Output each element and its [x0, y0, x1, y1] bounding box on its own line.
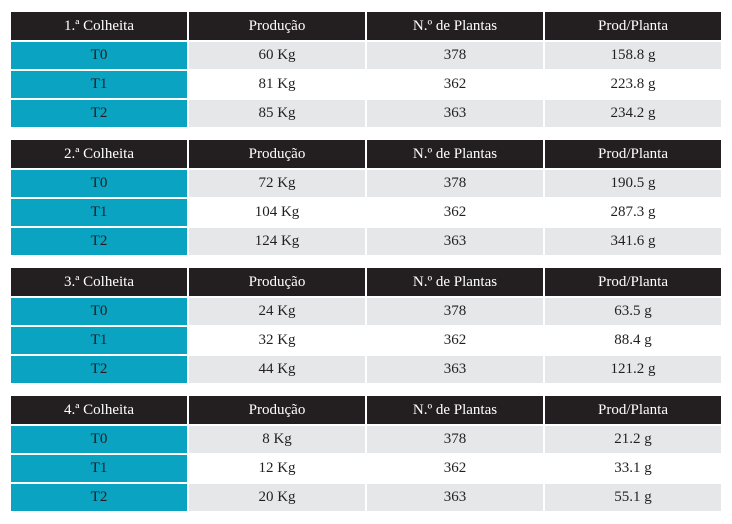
row-label: T0 [11, 298, 187, 325]
data-cell: 363 [367, 228, 543, 255]
data-cell: 341.6 g [545, 228, 721, 255]
data-cell: 55.1 g [545, 484, 721, 511]
row-label: T1 [11, 327, 187, 354]
data-cell: 223.8 g [545, 71, 721, 98]
data-cell: 121.2 g [545, 356, 721, 383]
data-cell: 378 [367, 170, 543, 197]
data-cell: 33.1 g [545, 455, 721, 482]
data-cell: 362 [367, 71, 543, 98]
data-cell: 190.5 g [545, 170, 721, 197]
row-label: T0 [11, 426, 187, 453]
header-cell: Prod/Planta [545, 268, 721, 296]
row-label: T2 [11, 484, 187, 511]
row-label: T1 [11, 455, 187, 482]
data-cell: 158.8 g [545, 42, 721, 69]
row-label: T0 [11, 42, 187, 69]
row-label: T2 [11, 356, 187, 383]
data-cell: 362 [367, 455, 543, 482]
header-cell: 4.ª Colheita [11, 396, 187, 424]
header-cell: Prod/Planta [545, 12, 721, 40]
header-cell: Prod/Planta [545, 396, 721, 424]
header-cell: N.º de Plantas [367, 12, 543, 40]
data-cell: 234.2 g [545, 100, 721, 127]
data-cell: 363 [367, 484, 543, 511]
header-cell: Produção [189, 140, 365, 168]
header-cell: N.º de Plantas [367, 268, 543, 296]
row-label: T0 [11, 170, 187, 197]
data-cell: 363 [367, 100, 543, 127]
data-cell: 378 [367, 426, 543, 453]
data-cell: 104 Kg [189, 199, 365, 226]
header-cell: 1.ª Colheita [11, 12, 187, 40]
data-cell: 20 Kg [189, 484, 365, 511]
data-cell: 44 Kg [189, 356, 365, 383]
data-cell: 32 Kg [189, 327, 365, 354]
data-cell: 362 [367, 327, 543, 354]
header-cell: Produção [189, 396, 365, 424]
header-cell: N.º de Plantas [367, 396, 543, 424]
data-cell: 60 Kg [189, 42, 365, 69]
header-cell: N.º de Plantas [367, 140, 543, 168]
data-cell: 124 Kg [189, 228, 365, 255]
data-cell: 362 [367, 199, 543, 226]
data-cell: 63.5 g [545, 298, 721, 325]
data-cell: 8 Kg [189, 426, 365, 453]
header-cell: Produção [189, 12, 365, 40]
data-cell: 21.2 g [545, 426, 721, 453]
data-cell: 72 Kg [189, 170, 365, 197]
header-cell: 3.ª Colheita [11, 268, 187, 296]
header-cell: Produção [189, 268, 365, 296]
row-label: T1 [11, 71, 187, 98]
data-cell: 287.3 g [545, 199, 721, 226]
data-cell: 24 Kg [189, 298, 365, 325]
data-cell: 12 Kg [189, 455, 365, 482]
data-cell: 363 [367, 356, 543, 383]
row-label: T1 [11, 199, 187, 226]
header-cell: 2.ª Colheita [11, 140, 187, 168]
row-label: T2 [11, 228, 187, 255]
header-cell: Prod/Planta [545, 140, 721, 168]
data-cell: 378 [367, 298, 543, 325]
data-cell: 378 [367, 42, 543, 69]
row-label: T2 [11, 100, 187, 127]
data-cell: 81 Kg [189, 71, 365, 98]
data-cell: 85 Kg [189, 100, 365, 127]
data-cell: 88.4 g [545, 327, 721, 354]
